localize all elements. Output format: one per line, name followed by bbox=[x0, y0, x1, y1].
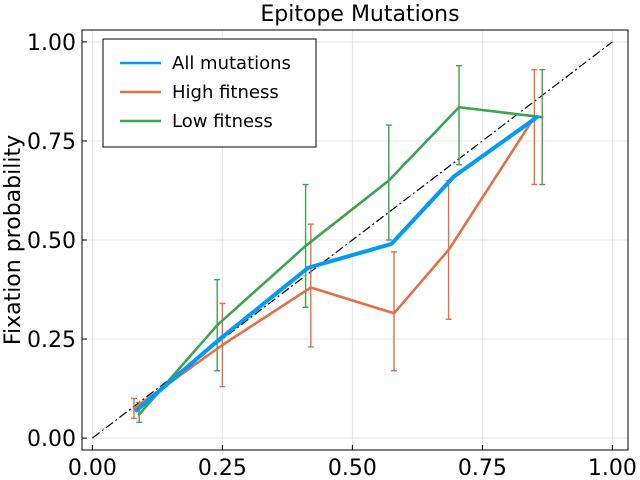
series-group bbox=[131, 64, 546, 423]
legend: All mutations High fitness Low fitness bbox=[102, 38, 317, 148]
legend-label-1: High fitness bbox=[172, 82, 279, 103]
y-tick-label: 0.50 bbox=[27, 229, 76, 254]
y-tick-label: 0.00 bbox=[27, 427, 76, 452]
legend-label-2: Low fitness bbox=[172, 111, 273, 132]
chart-title: Epitope Mutations bbox=[260, 2, 459, 27]
plot-frame bbox=[81, 29, 629, 451]
x-tick-label: 0.75 bbox=[458, 456, 507, 480]
x-tick-label: 0.50 bbox=[328, 456, 377, 480]
x-tick-label: 1.00 bbox=[588, 456, 637, 480]
error-bars-1 bbox=[131, 68, 538, 420]
y-axis-label: Fixation probability bbox=[1, 135, 26, 345]
y-tick-label: 0.75 bbox=[27, 130, 76, 155]
y-tick-label: 0.25 bbox=[27, 328, 76, 353]
series-line-2 bbox=[137, 105, 544, 416]
series-line-0 bbox=[134, 115, 539, 413]
x-tick-label: 0.25 bbox=[198, 456, 247, 480]
tick-labels: 0.00 0.25 0.50 0.75 1.00 0.00 0.25 0.50 0.75 1.00 bbox=[27, 31, 637, 480]
legend-label-0: All mutations bbox=[172, 53, 291, 74]
y-tick-label: 1.00 bbox=[27, 31, 76, 56]
series-line-1 bbox=[132, 115, 536, 410]
x-tick-label: 0.00 bbox=[68, 456, 117, 480]
